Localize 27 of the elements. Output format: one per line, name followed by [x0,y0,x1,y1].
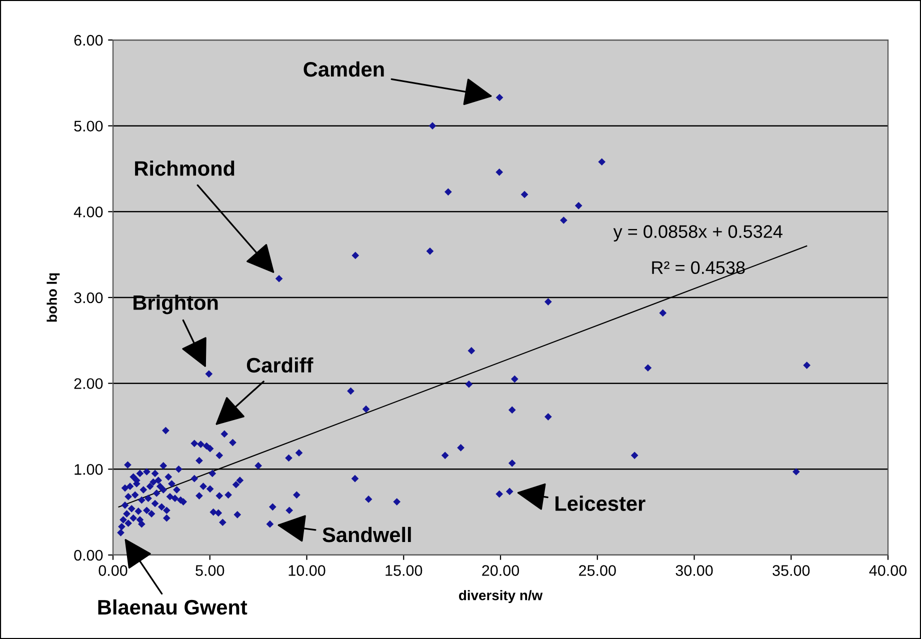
x-tick-label: 5.00 [196,565,224,576]
annotation: R² = 0.4538 [652,261,745,274]
y-tick-label: 5.00 [74,120,103,132]
x-tick-label: 25.00 [579,565,616,576]
annotation: Brighton [134,294,218,314]
x-tick-label: 0.00 [98,565,128,576]
annotation: Sandwell [322,526,411,542]
annotation: Cardiff [246,357,314,373]
y-tick-label: 3.00 [74,292,103,304]
x-tick-label: 30.00 [676,565,713,576]
x-tick-label: 15.00 [386,565,422,576]
y-tick-label: 6.00 [74,34,103,46]
x-tick-label: 40.00 [869,565,907,576]
annotation: Leicester [556,496,646,511]
annotation: Richmond [135,160,234,176]
y-tick-label: 4.00 [74,206,103,218]
y-axis-title: boho lq [46,273,60,322]
annotation: Camden [304,61,384,77]
y-tick-label: 1.00 [74,464,103,475]
x-tick-label: 20.00 [482,565,520,576]
y-tick-label: 0.00 [74,550,103,561]
x-axis-title: diversity n/w [459,590,543,604]
annotation: Blaenau Gwent [98,599,248,615]
x-tick-label: 10.00 [288,565,326,576]
annotation: y = 0.0858x + 0.5324 [613,225,782,242]
y-tick-label: 2.00 [74,378,103,390]
x-tick-label: 35.00 [772,565,810,576]
